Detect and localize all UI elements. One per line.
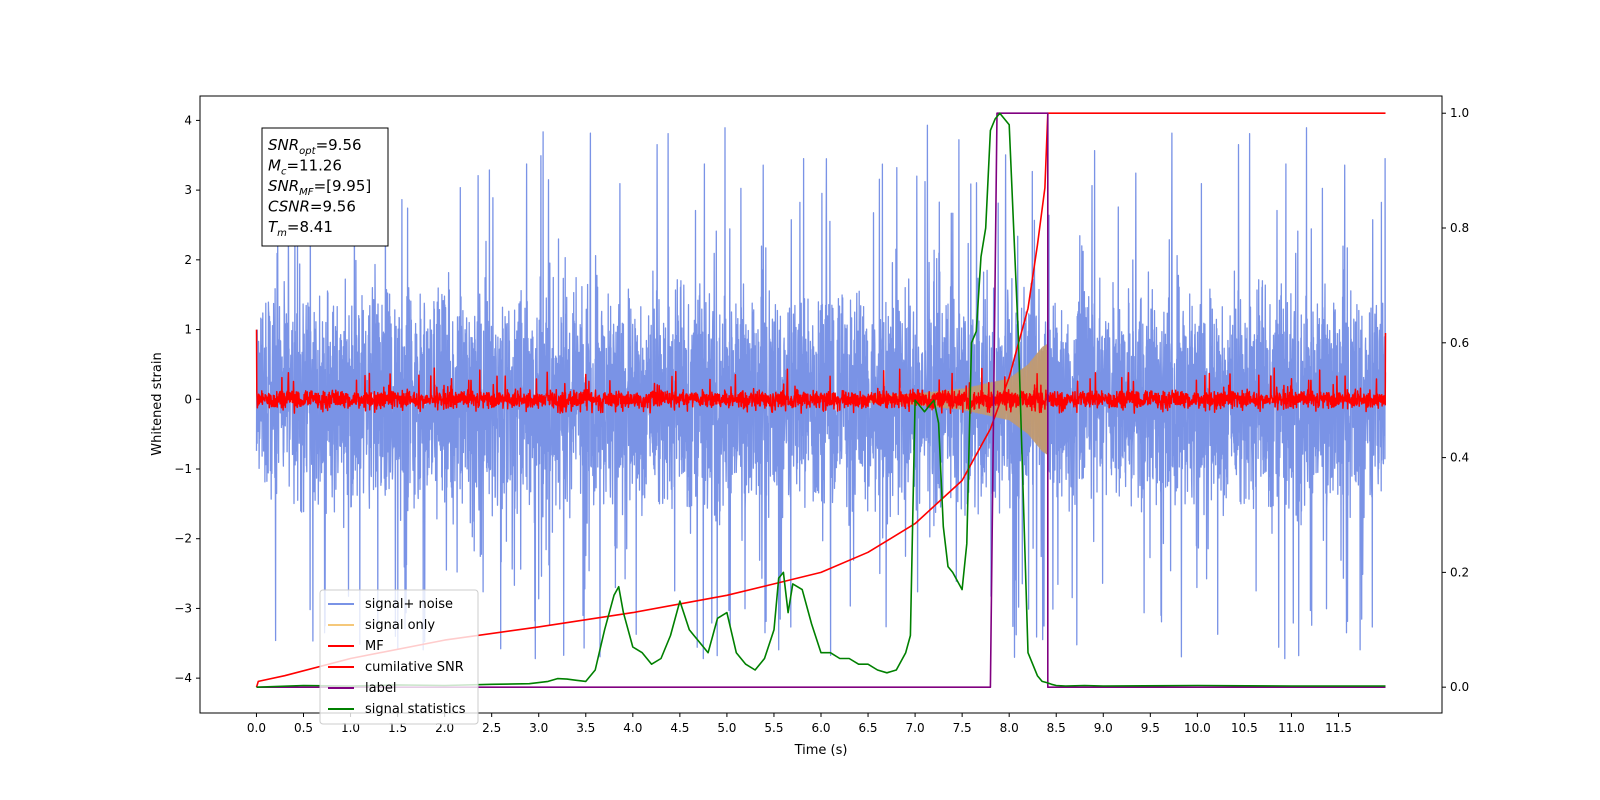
annotation-symbol: SNR: [268, 136, 299, 154]
annotation-frame: [261, 127, 389, 247]
x-tick-label: 8.0: [1000, 721, 1019, 735]
legend: signal+ noise signal only MF cumilative SNR…: [319, 589, 479, 725]
series-line-2: [255, 329, 1387, 414]
y-tick-label: 0: [184, 392, 192, 406]
x-tick-label: 5.0: [717, 721, 736, 735]
y-tick-label: −1: [174, 462, 192, 476]
y2-tick-label: 0.6: [1450, 336, 1469, 350]
x-tick-label: 5.5: [764, 721, 783, 735]
x-axis-label: Time (s): [794, 743, 848, 758]
x-tick-label: 11.0: [1278, 721, 1305, 735]
x-tick-label: 10.5: [1231, 721, 1258, 735]
x-tick-label: 0.5: [294, 721, 313, 735]
y-tick-label: 1: [184, 323, 192, 337]
x-tick-label: 10.0: [1184, 721, 1211, 735]
y2-tick-label: 0.8: [1450, 221, 1469, 235]
annotation-line: Mc=11.26: [268, 157, 342, 178]
stats-annotation-box: SNRopt=9.56Mc=11.26SNRMF=[9.95]CSNR=9.56…: [261, 127, 389, 247]
y-tick-label: 3: [184, 183, 192, 197]
annotation-value: =9.56: [310, 198, 356, 216]
x-tick-label: 6.5: [858, 721, 877, 735]
annotation-symbol: SNR: [268, 177, 299, 195]
y-tick-label: 4: [184, 113, 192, 127]
legend-label: label: [365, 681, 396, 696]
annotation-value: =11.26: [286, 157, 342, 175]
x-tick-label: 4.0: [623, 721, 642, 735]
y-tick-label: −4: [174, 671, 192, 685]
x-tick-label: 6.0: [811, 721, 830, 735]
annotation-subscript: opt: [299, 146, 316, 157]
y2-tick-label: 0.4: [1450, 451, 1469, 465]
series-line-5: [256, 112, 1386, 688]
annotation-symbol: T: [268, 218, 279, 236]
legend-label: signal statistics: [365, 702, 466, 717]
y2-tick-label: 1.0: [1450, 106, 1469, 120]
x-tick-label: 7.0: [906, 721, 925, 735]
legend-label: MF: [365, 639, 384, 654]
y2-tick-label: 0.2: [1450, 565, 1469, 579]
annotation-value: =9.56: [316, 136, 362, 154]
annotation-value: =[9.95]: [314, 177, 372, 195]
annotation-symbol: M: [268, 157, 281, 175]
legend-label: signal only: [365, 618, 435, 633]
x-tick-label: 11.5: [1325, 721, 1352, 735]
annotation-subscript: c: [281, 167, 287, 178]
annotation-line: SNRMF=[9.95]: [268, 177, 371, 198]
y2-tick-label: 0.0: [1450, 680, 1469, 694]
x-tick-label: 9.5: [1141, 721, 1160, 735]
legend-label: signal+ noise: [365, 597, 453, 612]
annotation-line: CSNR=9.56: [268, 198, 356, 216]
x-tick-label: 8.5: [1047, 721, 1066, 735]
x-tick-label: 0.0: [247, 721, 266, 735]
y-axis-left: 4 3 2 1 0 −1 −2 −3 −4: [174, 113, 200, 685]
x-tick-label: 2.5: [482, 721, 501, 735]
annotation-symbol: CSNR: [268, 198, 310, 216]
x-tick-label: 3.0: [529, 721, 548, 735]
y-tick-label: 2: [184, 253, 192, 267]
annotation-line: Tm=8.41: [268, 218, 333, 239]
x-tick-label: 7.5: [953, 721, 972, 735]
series-layer: [255, 112, 1387, 688]
legend-label: cumilative SNR: [365, 660, 464, 675]
y-tick-label: −3: [174, 601, 192, 615]
annotation-value: =8.41: [287, 218, 333, 236]
y-axis-right: 1.0 0.8 0.6 0.4 0.2 0.0: [1442, 106, 1469, 694]
annotation-subscript: MF: [299, 187, 314, 198]
series-line-4: [256, 112, 1386, 688]
annotation-subscript: m: [277, 228, 287, 239]
annotation-line: SNRopt=9.56: [268, 136, 362, 157]
y-axis-label: Whitened strain: [150, 352, 165, 455]
y-tick-label: −2: [174, 532, 192, 546]
x-tick-label: 9.0: [1094, 721, 1113, 735]
legend-frame: [319, 589, 479, 725]
series-line-0: [255, 124, 1387, 660]
x-tick-label: 4.5: [670, 721, 689, 735]
x-tick-label: 3.5: [576, 721, 595, 735]
